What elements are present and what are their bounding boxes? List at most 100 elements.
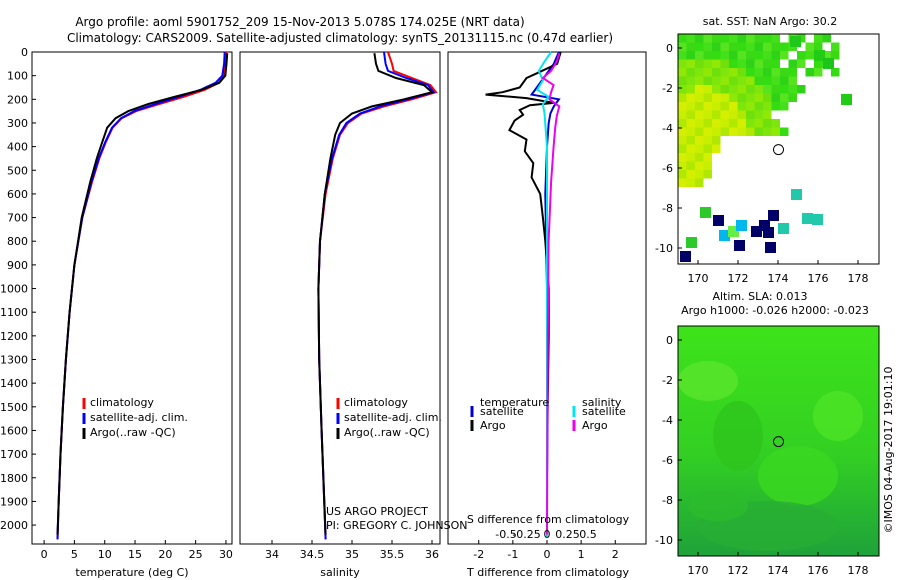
salinity-axes-frame	[239, 51, 441, 545]
imos-timestamp: ©IMOS 04-Aug-2017 19:01:10	[882, 367, 895, 534]
depth-tick-label: 100	[7, 70, 28, 83]
depth-tick-label: 0	[21, 46, 28, 59]
legend-climatology: climatology	[90, 396, 154, 409]
temperature-tick-label: 15	[128, 548, 142, 561]
legend-sal-argo: Argo	[582, 419, 608, 432]
depth-tick-label: 900	[7, 259, 28, 272]
legend-climatology: climatology	[344, 396, 408, 409]
legend-temp-satellite: satellite	[480, 405, 524, 418]
longitude-tick-label: 174	[768, 564, 789, 577]
s-difference-tick-label: 0	[544, 528, 551, 541]
depth-tick-label: 700	[7, 212, 28, 225]
latitude-tick-label: -10	[655, 534, 673, 547]
longitude-tick-label: 170	[688, 564, 709, 577]
series-line-argo-raw-qc	[317, 53, 435, 535]
s-difference-tick-label: -0.25	[512, 528, 540, 541]
depth-axis: 0 100 200 300 400 500 600 700 800 900 1000 1100 1200…	[0, 46, 36, 532]
series-line-climatology	[56, 51, 227, 540]
series-line-argo-raw-qc	[56, 53, 229, 535]
legend-argo: Argo(..raw -QC)	[344, 426, 430, 439]
sst-map-title: sat. SST: NaN Argo: 30.2	[703, 15, 837, 28]
project-credit: US ARGO PROJECT	[326, 505, 428, 518]
depth-tick-label: 1300	[0, 354, 28, 367]
sst-map-axes: 170 172 174 176 178 0 -2 -4 -6 -8 -10	[655, 42, 868, 285]
latitude-tick-label: 0	[666, 334, 673, 347]
depth-tick-label: 2000	[0, 519, 28, 532]
legend-argo: Argo(..raw -QC)	[90, 426, 176, 439]
depth-tick-label: 1000	[0, 283, 28, 296]
latitude-tick-label: 0	[666, 42, 673, 55]
sst-map-image	[678, 34, 852, 262]
latitude-tick-label: -6	[662, 454, 673, 467]
depth-tick-label: 1600	[0, 424, 28, 437]
depth-tick-label: 1900	[0, 495, 28, 508]
longitude-tick-label: 178	[848, 272, 869, 285]
sla-map-title-1: Altim. SLA: 0.013	[712, 290, 807, 303]
salinity-tick-label: 34	[265, 548, 279, 561]
longitude-tick-label: 176	[808, 272, 829, 285]
legend-satellite: satellite-adj. clim.	[90, 411, 188, 424]
temperature-tick-label: 25	[189, 548, 203, 561]
temperature-tick-label: 30	[219, 548, 233, 561]
legend-salinity-title: salinity	[582, 396, 622, 409]
t-difference-tick-label: 1	[578, 548, 585, 561]
t-difference-tick-label: 2	[612, 548, 619, 561]
salinity-profile-panel: 34 34.5 35 35.5 36 salinity climatology sate…	[239, 51, 467, 579]
difference-axes: -2 -1 0 1 2 -0.5-0.25 0 0.25 0.5	[473, 528, 619, 561]
difference-profile-panel: -2 -1 0 1 2 -0.5-0.25 0 0.25 0.5 S difference fr…	[447, 51, 647, 579]
temperature-xlabel: temperature (deg C)	[75, 566, 188, 579]
longitude-tick-label: 170	[688, 272, 709, 285]
sla-map-panel: Altim. SLA: 0.013 Argo h1000: -0.026 h20…	[655, 290, 880, 577]
temperature-tick-label: 20	[158, 548, 172, 561]
depth-tick-label: 1700	[0, 448, 28, 461]
longitude-tick-label: 174	[768, 272, 789, 285]
salinity-tick-label: 35	[345, 548, 359, 561]
longitude-tick-label: 178	[848, 564, 869, 577]
s-difference-xlabel: S difference from climatology	[467, 513, 630, 526]
difference-legend: temperature salinity satellite satellite…	[470, 396, 626, 432]
depth-tick-label: 800	[7, 235, 28, 248]
salinity-series	[317, 51, 438, 540]
series-line-salinity-argo	[541, 52, 561, 535]
latitude-tick-label: -8	[662, 494, 673, 507]
depth-tick-label: 500	[7, 164, 28, 177]
series-line-satellite-adj-clim	[317, 51, 436, 540]
t-difference-xlabel: T difference from climatology	[466, 566, 629, 579]
temperature-tick-label: 5	[71, 548, 78, 561]
temperature-tick-label: 0	[41, 548, 48, 561]
latitude-tick-label: -6	[662, 162, 673, 175]
temperature-axis: 0 5 10 15 20 25 30	[41, 540, 233, 561]
depth-tick-label: 300	[7, 117, 28, 130]
difference-series	[485, 51, 562, 537]
temperature-tick-label: 10	[98, 548, 112, 561]
salinity-legend: climatology satellite-adj. clim. Argo(..…	[336, 396, 442, 439]
series-line-salinity-satellite	[535, 51, 552, 537]
latitude-tick-label: -10	[655, 242, 673, 255]
temperature-series	[56, 51, 229, 540]
salinity-tick-label: 36	[425, 548, 439, 561]
temperature-profile-panel: 0100200300400500600700800900100011001200…	[0, 46, 233, 579]
series-line-satellite-adj-clim	[56, 51, 226, 540]
sla-map-title-2: Argo h1000: -0.026 h2000: -0.023	[681, 304, 869, 317]
sla-map-axes: 170 172 174 176 178 0 -2 -4 -6 -8 -10	[655, 334, 868, 577]
legend-satellite: satellite-adj. clim.	[344, 411, 442, 424]
salinity-axis: 34 34.5 35 35.5 36	[265, 540, 439, 561]
longitude-tick-label: 172	[728, 564, 749, 577]
legend-temp-argo: Argo	[480, 419, 506, 432]
salinity-xlabel: salinity	[320, 566, 360, 579]
latitude-tick-label: -2	[662, 82, 673, 95]
figure-title-line1: Argo profile: aoml 5901752_209 15-Nov-20…	[75, 15, 524, 29]
s-difference-tick-label: -0.5	[495, 528, 516, 541]
temperature-legend: climatology satellite-adj. clim. Argo(..…	[82, 396, 188, 439]
depth-tick-label: 200	[7, 93, 28, 106]
depth-tick-label: 600	[7, 188, 28, 201]
latitude-tick-label: -8	[662, 202, 673, 215]
s-difference-tick-label: 0.25	[555, 528, 580, 541]
latitude-tick-label: -4	[662, 122, 673, 135]
depth-tick-label: 1500	[0, 401, 28, 414]
s-difference-tick-label: 0.5	[579, 528, 597, 541]
latitude-tick-label: -2	[662, 374, 673, 387]
salinity-tick-label: 35.5	[380, 548, 405, 561]
legend-temperature-title: temperature	[480, 396, 549, 409]
